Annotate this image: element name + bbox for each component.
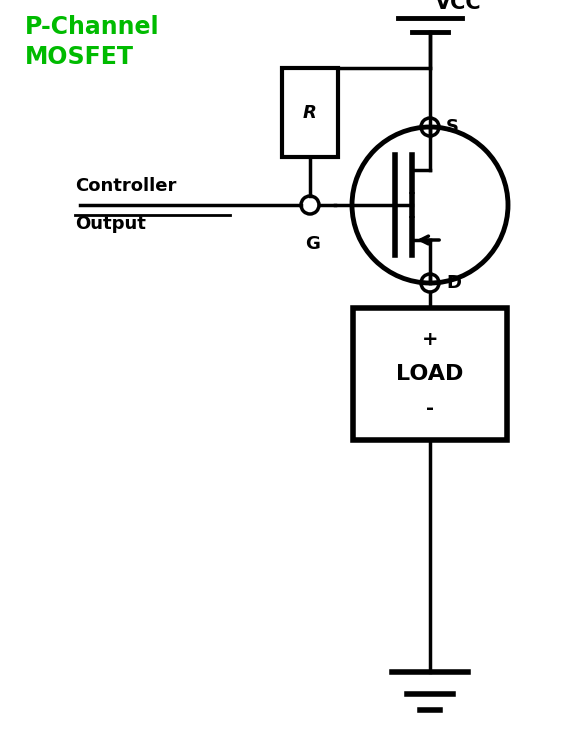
Bar <box>353 308 507 440</box>
Text: D: D <box>446 274 461 292</box>
Text: LOAD: LOAD <box>396 364 463 384</box>
Bar <box>282 68 338 157</box>
Text: P-Channel
MOSFET: P-Channel MOSFET <box>25 15 160 68</box>
Text: S: S <box>446 118 459 136</box>
Text: -: - <box>426 399 434 418</box>
Text: Output: Output <box>75 215 146 233</box>
Text: VCC: VCC <box>435 0 481 13</box>
Text: +: + <box>422 330 438 349</box>
Text: G: G <box>306 235 320 253</box>
Text: Controller: Controller <box>75 177 176 195</box>
Text: R: R <box>303 103 317 121</box>
